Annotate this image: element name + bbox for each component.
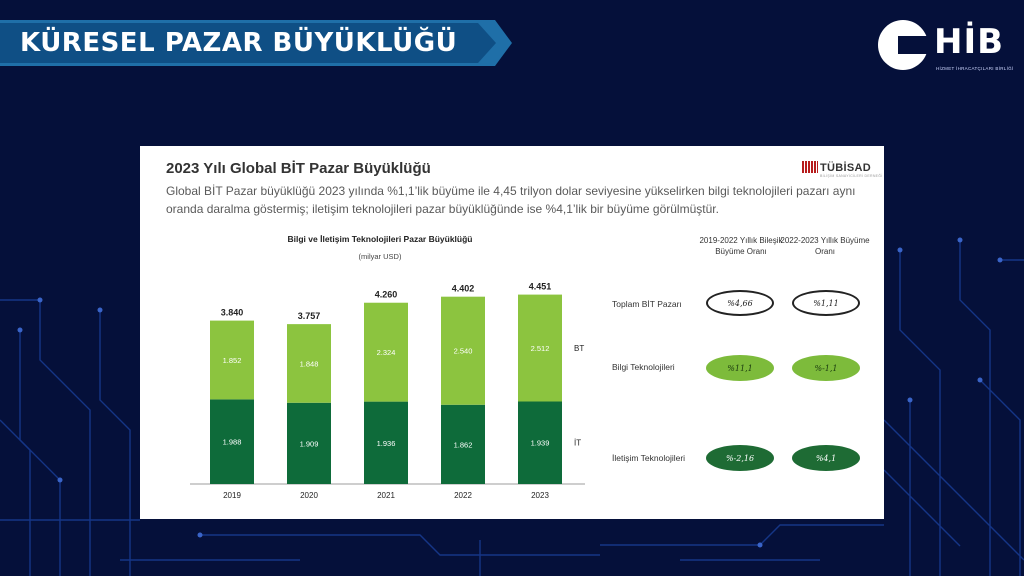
bar-total-2019: 3.840	[221, 308, 244, 318]
chart-title: Bilgi ve İletişim Teknolojileri Pazar Bü…	[287, 234, 473, 244]
bar-bt-2022	[441, 296, 485, 405]
x-tick-2022: 2022	[454, 491, 472, 500]
chart-subtitle: (milyar USD)	[358, 252, 402, 261]
bar-label-bt-2019: 1.852	[223, 356, 242, 365]
legend-bt: BT	[574, 344, 584, 353]
growth-total-cagr: %4,66	[706, 290, 774, 316]
stacked-bar-chart: 1.988 1.852 3.840 2019 1.909 1.848 3.757 2020 1.…	[190, 282, 585, 500]
bar-bt-2021	[364, 302, 408, 402]
bar-total-2021: 4.260	[375, 290, 398, 300]
bar-label-it-2023: 1.939	[531, 439, 550, 448]
logo-text: HİB	[934, 22, 1005, 62]
panel-description: Global BİT Pazar büyüklüğü 2023 yılında …	[166, 184, 856, 216]
bar-it-2021	[364, 401, 408, 484]
bar-it-2020	[287, 402, 331, 484]
bar-label-bt-2023: 2.512	[531, 344, 550, 353]
bar-bt-2020	[287, 324, 331, 403]
hib-logo-icon	[878, 20, 930, 70]
bar-label-bt-2021: 2.324	[377, 348, 396, 357]
growth-total-yoy: %1,11	[792, 290, 860, 316]
logo-subtitle: HİZMET İHRACATÇILARI BİRLİĞİ	[936, 66, 1014, 71]
bar-bt-2019	[210, 320, 254, 400]
x-tick-2019: 2019	[223, 491, 241, 500]
bar-label-it-2020: 1.909	[300, 439, 319, 448]
tubisad-mark-icon	[802, 161, 818, 173]
bar-it-2023	[518, 401, 562, 484]
legend-it: İT	[574, 439, 581, 448]
bar-total-2023: 4.451	[529, 282, 552, 292]
panel-title: 2023 Yılı Global BİT Pazar Büyüklüğü	[166, 160, 431, 177]
content-panel: 2023 Yılı Global BİT Pazar Büyüklüğü TÜB…	[140, 146, 884, 519]
bar-total-2022: 4.402	[452, 284, 475, 294]
growth-it-cagr: %-2,16	[706, 445, 774, 471]
growth-row-label-total: Toplam BİT Pazarı	[612, 299, 682, 309]
bar-bt-2023	[518, 294, 562, 402]
bar-label-bt-2022: 2.540	[454, 347, 473, 356]
bar-it-2022	[441, 404, 485, 484]
x-tick-2021: 2021	[377, 491, 395, 500]
bar-label-it-2022: 1.862	[454, 440, 473, 449]
hib-logo: HİB HİZMET İHRACATÇILARI BİRLİĞİ	[878, 16, 1013, 76]
slide-title: KÜRESEL PAZAR BÜYÜKLÜĞÜ	[20, 28, 458, 58]
bar-label-it-2019: 1.988	[223, 438, 242, 447]
title-banner: KÜRESEL PAZAR BÜYÜKLÜĞÜ	[0, 20, 512, 66]
bar-it-2019	[210, 399, 254, 484]
bar-label-it-2021: 1.936	[377, 439, 396, 448]
growth-row-label-it: İletişim Teknolojileri	[612, 453, 686, 463]
x-tick-2020: 2020	[300, 491, 318, 500]
growth-bt-yoy: %-1,1	[792, 355, 860, 381]
bar-total-2020: 3.757	[298, 311, 321, 321]
tubisad-logo: TÜBİSAD BİLİŞİM SANAYİCİLERİ DERNEĞİ	[802, 161, 882, 178]
brand-text: TÜBİSAD	[820, 162, 871, 174]
growth-col-head-1: 2019-2022 Yıllık Bileşik Büyüme Oranı	[699, 236, 783, 256]
growth-col-head-2: 2022-2023 Yıllık Büyüme Oranı	[780, 236, 870, 256]
growth-bt-cagr: %11,1	[706, 355, 774, 381]
growth-row-label-bt: Bilgi Teknolojileri	[612, 362, 675, 372]
growth-it-yoy: %4,1	[792, 445, 860, 471]
x-tick-2023: 2023	[531, 491, 549, 500]
bar-label-bt-2020: 1.848	[300, 359, 319, 368]
brand-subtitle: BİLİŞİM SANAYİCİLERİ DERNEĞİ	[820, 174, 883, 178]
